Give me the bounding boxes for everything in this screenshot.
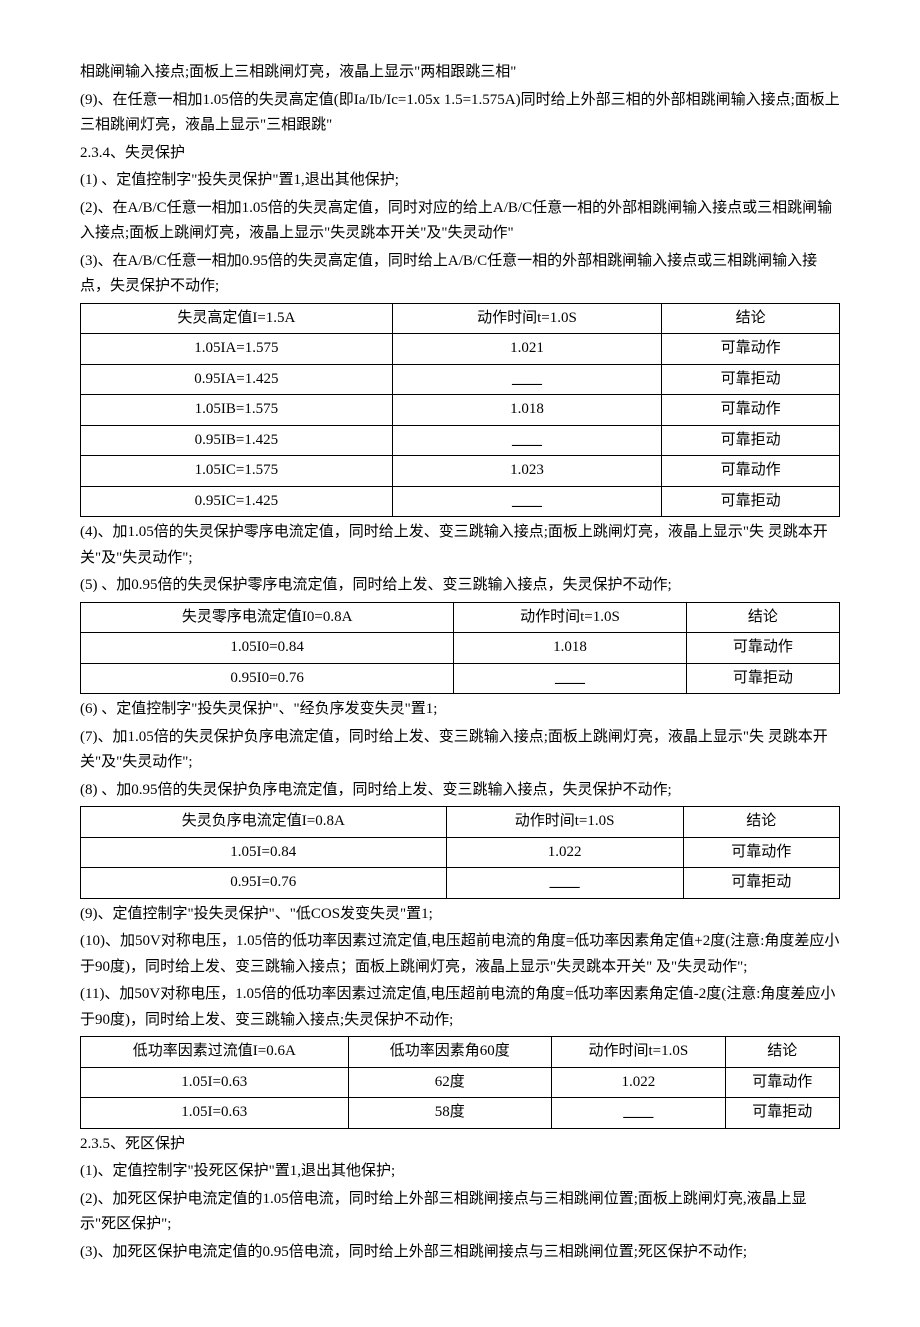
table-header: 失灵负序电流定值I=0.8A bbox=[81, 807, 447, 838]
table-neg-seq: 失灵负序电流定值I=0.8A 动作时间t=1.0S 结论 1.05I=0.841… bbox=[80, 806, 840, 899]
table-row: 0.95I=0.76可靠拒动 bbox=[81, 868, 840, 899]
table-row: 1.05IC=1.5751.023可靠动作 bbox=[81, 456, 840, 487]
table-low-cos: 低功率因素过流值I=0.6A 低功率因素角60度 动作时间t=1.0S 结论 1… bbox=[80, 1036, 840, 1129]
table-header: 结论 bbox=[662, 303, 840, 334]
paragraph: (2)、在A/B/C任意一相加1.05倍的失灵高定值，同时对应的给上A/B/C任… bbox=[80, 196, 840, 247]
paragraph: (9)、在任意一相加1.05倍的失灵高定值(即Ia/Ib/Ic=1.05x 1.… bbox=[80, 88, 840, 139]
table-row: 1.05I=0.6362度1.022可靠动作 bbox=[81, 1067, 840, 1098]
table-header: 低功率因素角60度 bbox=[348, 1037, 552, 1068]
table-header: 失灵零序电流定值I0=0.8A bbox=[81, 602, 454, 633]
table-row: 1.05I=0.6358度可靠拒动 bbox=[81, 1098, 840, 1129]
paragraph: (10)、加50V对称电压，1.05倍的低功率因素过流定值,电压超前电流的角度=… bbox=[80, 929, 840, 980]
table-header: 结论 bbox=[686, 602, 839, 633]
table-row: 0.95IB=1.425可靠拒动 bbox=[81, 425, 840, 456]
paragraph: (1) 、定值控制字"投失灵保护"置1,退出其他保护; bbox=[80, 168, 840, 194]
table-header: 动作时间t=1.0S bbox=[446, 807, 683, 838]
table-shilin-high: 失灵高定值I=1.5A 动作时间t=1.0S 结论 1.05IA=1.5751.… bbox=[80, 303, 840, 518]
paragraph: 相跳闸输入接点;面板上三相跳闸灯亮，液晶上显示"两相跟跳三相" bbox=[80, 60, 840, 86]
table-header: 动作时间t=1.0S bbox=[454, 602, 686, 633]
paragraph: (3)、在A/B/C任意一相加0.95倍的失灵高定值，同时给上A/B/C任意一相… bbox=[80, 249, 840, 300]
table-row: 0.95I0=0.76可靠拒动 bbox=[81, 663, 840, 694]
paragraph: (1)、定值控制字"投死区保护"置1,退出其他保护; bbox=[80, 1159, 840, 1185]
table-header: 动作时间t=1.0S bbox=[392, 303, 661, 334]
paragraph: (8) 、加0.95倍的失灵保护负序电流定值，同时给上发、变三跳输入接点，失灵保… bbox=[80, 778, 840, 804]
table-header: 动作时间t=1.0S bbox=[552, 1037, 725, 1068]
table-row: 1.05I=0.841.022可靠动作 bbox=[81, 837, 840, 868]
paragraph: (11)、加50V对称电压，1.05倍的低功率因素过流定值,电压超前电流的角度=… bbox=[80, 982, 840, 1033]
paragraph: (4)、加1.05倍的失灵保护零序电流定值，同时给上发、变三跳输入接点;面板上跳… bbox=[80, 520, 840, 571]
paragraph: (3)、加死区保护电流定值的0.95倍电流，同时给上外部三相跳闸接点与三相跳闸位… bbox=[80, 1240, 840, 1266]
table-header: 低功率因素过流值I=0.6A bbox=[81, 1037, 349, 1068]
table-header: 失灵高定值I=1.5A bbox=[81, 303, 393, 334]
table-header: 结论 bbox=[683, 807, 839, 838]
paragraph: (6) 、定值控制字"投失灵保护"、"经负序发变失灵"置1; bbox=[80, 697, 840, 723]
table-row: 1.05IA=1.5751.021可靠动作 bbox=[81, 334, 840, 365]
paragraph: 2.3.5、死区保护 bbox=[80, 1132, 840, 1158]
table-row: 1.05IB=1.5751.018可靠动作 bbox=[81, 395, 840, 426]
table-row: 0.95IA=1.425可靠拒动 bbox=[81, 364, 840, 395]
table-zero-seq: 失灵零序电流定值I0=0.8A 动作时间t=1.0S 结论 1.05I0=0.8… bbox=[80, 602, 840, 695]
table-header: 结论 bbox=[725, 1037, 839, 1068]
paragraph: (7)、加1.05倍的失灵保护负序电流定值，同时给上发、变三跳输入接点;面板上跳… bbox=[80, 725, 840, 776]
paragraph: (5) 、加0.95倍的失灵保护零序电流定值，同时给上发、变三跳输入接点，失灵保… bbox=[80, 573, 840, 599]
paragraph: (9)、定值控制字"投失灵保护"、"低COS发变失灵"置1; bbox=[80, 902, 840, 928]
table-row: 0.95IC=1.425可靠拒动 bbox=[81, 486, 840, 517]
paragraph: 2.3.4、失灵保护 bbox=[80, 141, 840, 167]
paragraph: (2)、加死区保护电流定值的1.05倍电流，同时给上外部三相跳闸接点与三相跳闸位… bbox=[80, 1187, 840, 1238]
table-row: 1.05I0=0.841.018可靠动作 bbox=[81, 633, 840, 664]
